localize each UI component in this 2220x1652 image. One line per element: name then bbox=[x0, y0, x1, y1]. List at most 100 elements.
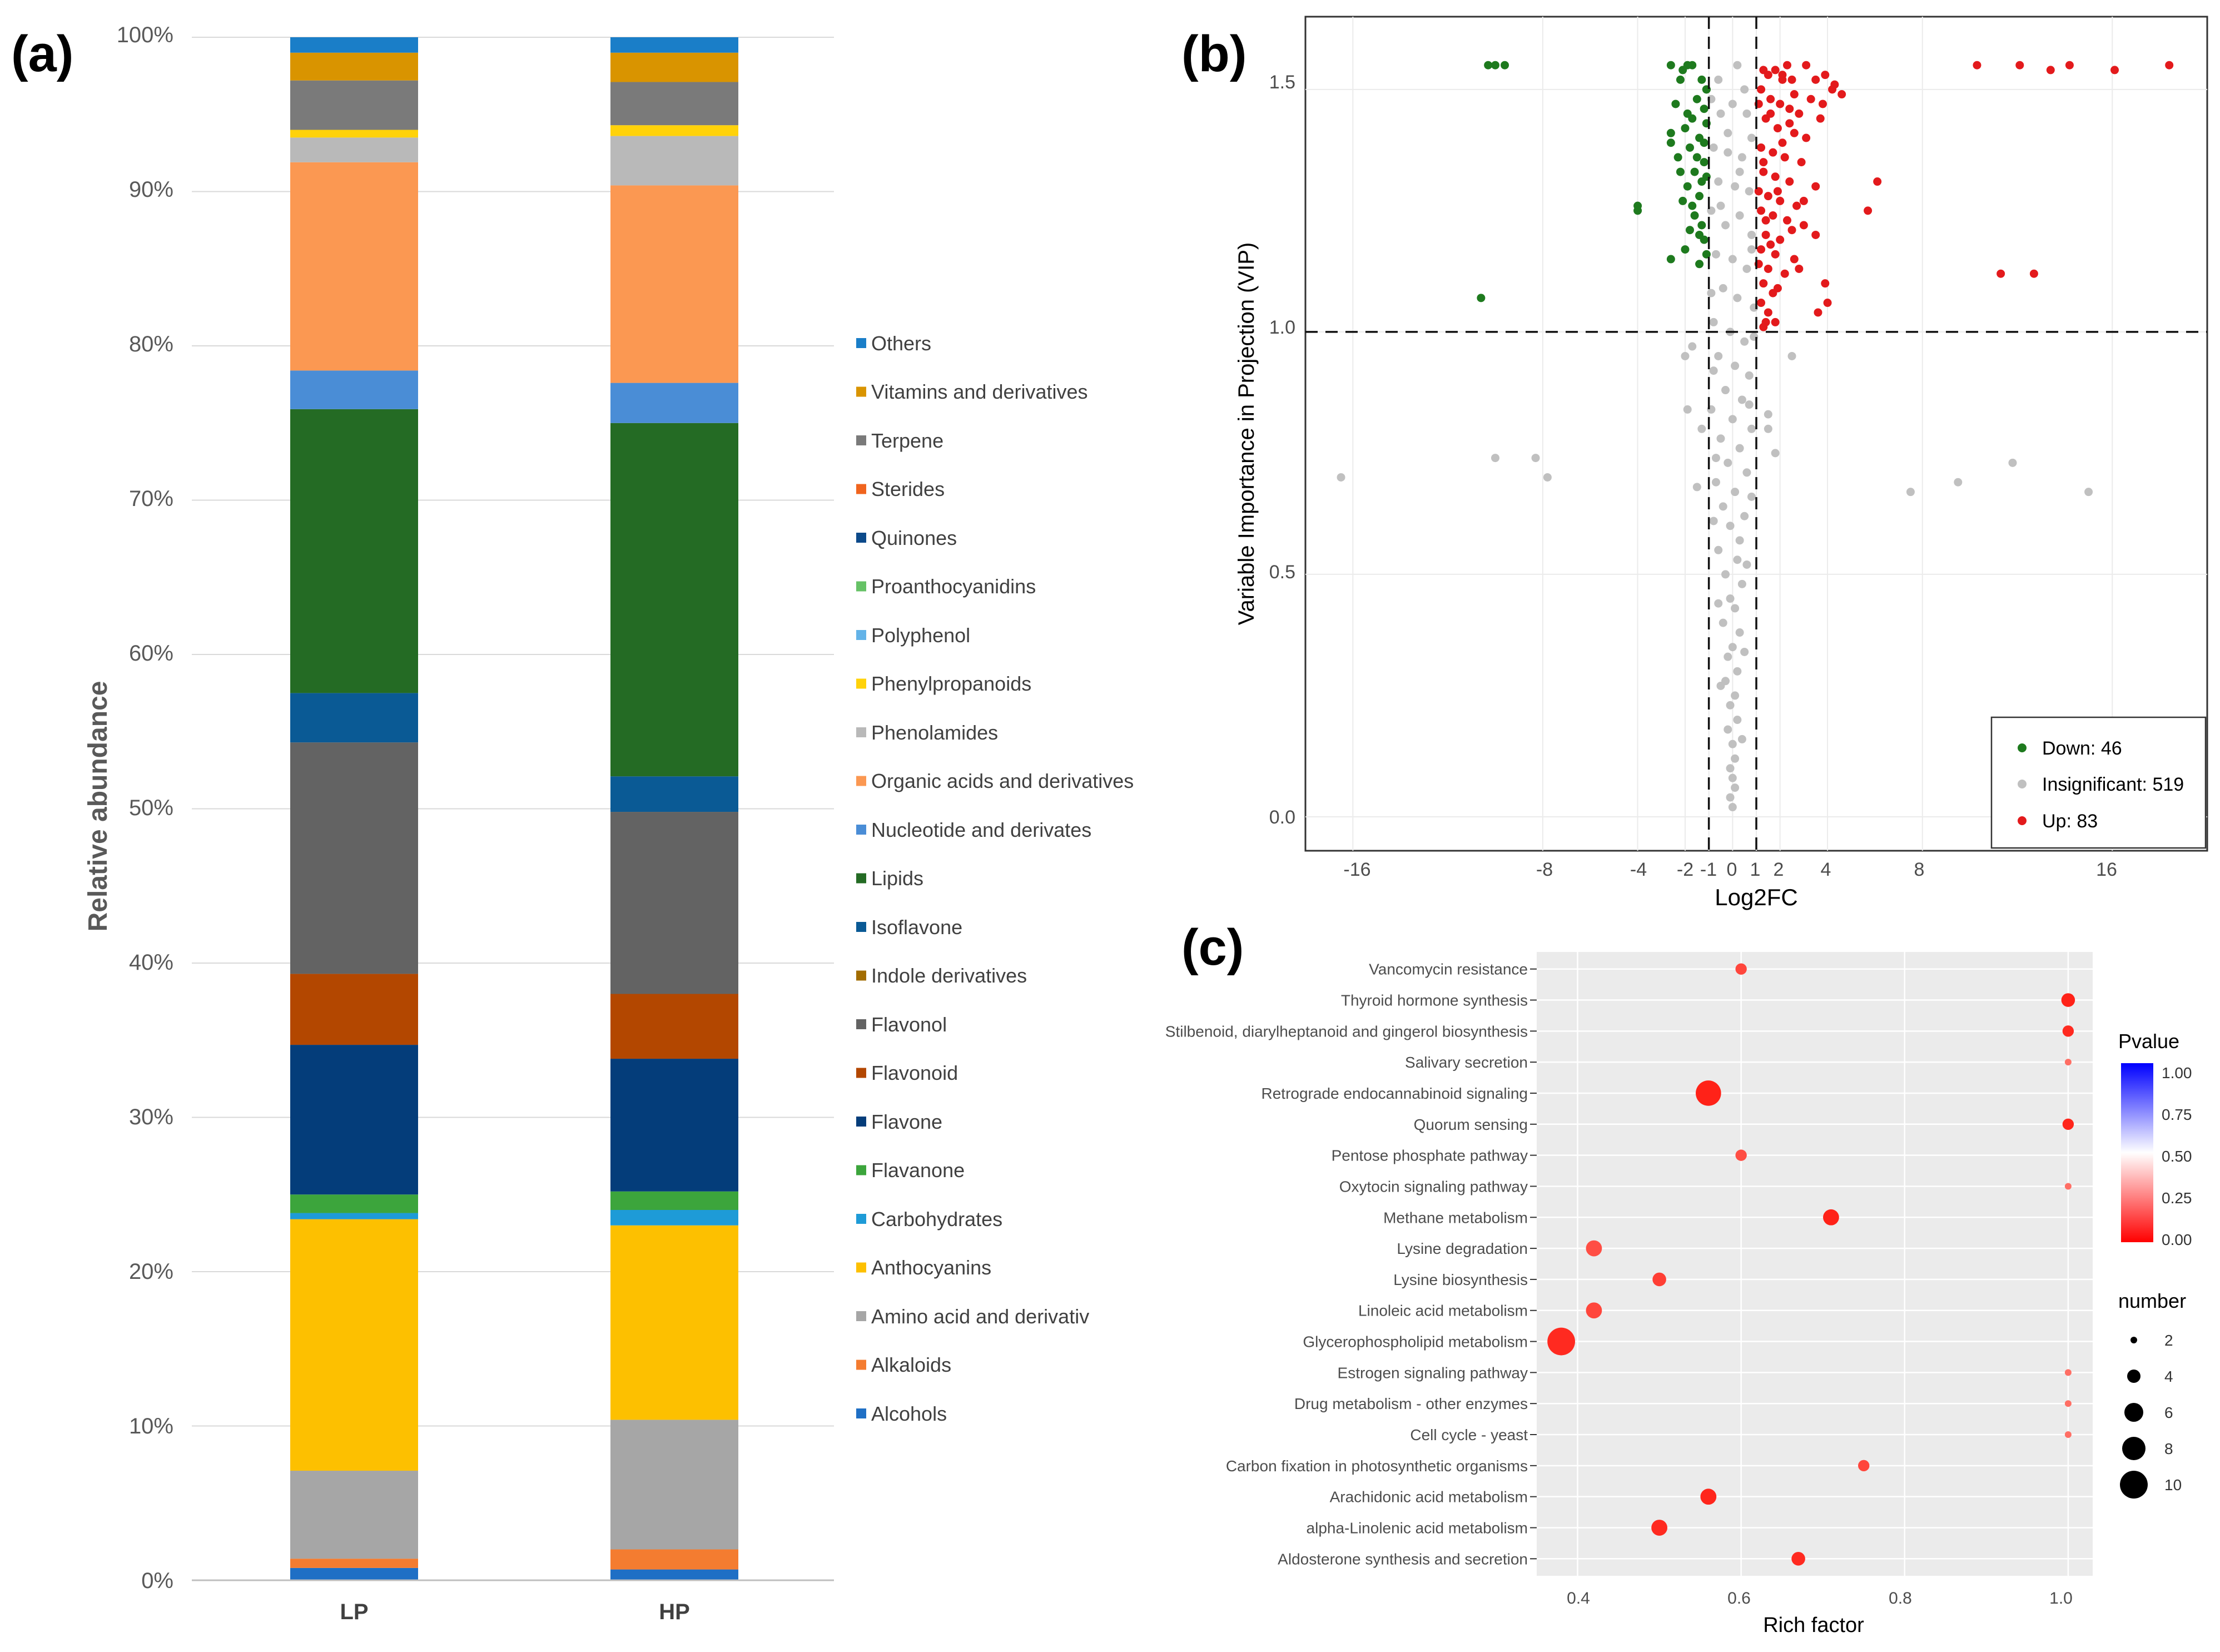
pathway-label: Quorum sensing bbox=[1414, 1116, 1528, 1133]
volcano-point-insignificant bbox=[1731, 783, 1740, 792]
volcano-point-down bbox=[1695, 192, 1704, 201]
volcano-point-down bbox=[1666, 128, 1675, 137]
pvalue-legend-title: Pvalue bbox=[2118, 1030, 2179, 1053]
bar-segment bbox=[610, 52, 738, 82]
panel-a-y-tick-label: 0% bbox=[141, 1569, 173, 1593]
volcano-point-insignificant bbox=[1745, 400, 1754, 409]
volcano-point-insignificant bbox=[1337, 473, 1345, 482]
volcano-point-insignificant bbox=[1733, 61, 1742, 70]
volcano-point-up bbox=[1764, 264, 1772, 273]
panel-c-x-tick-label: 0.8 bbox=[1889, 1589, 1912, 1608]
panel-b-x-axis-title: Log2FC bbox=[1715, 884, 1797, 910]
volcano-point-up bbox=[2065, 61, 2074, 70]
panel-b-y-tick-label: 0.0 bbox=[1269, 807, 1295, 828]
panel-a-y-tick-label: 80% bbox=[129, 332, 173, 356]
volcano-point-insignificant bbox=[1954, 478, 1963, 487]
volcano-point-up bbox=[1802, 133, 1811, 142]
volcano-point-insignificant bbox=[1716, 434, 1725, 443]
legend-label: Flavone bbox=[871, 1110, 942, 1133]
legend-swatch bbox=[856, 1408, 866, 1418]
volcano-point-up bbox=[1757, 143, 1766, 152]
volcano-point-insignificant bbox=[1731, 604, 1740, 613]
panel-a-y-tick-label: 100% bbox=[117, 23, 173, 47]
legend-label: Sterides bbox=[871, 478, 945, 500]
enrichment-bubble bbox=[2064, 1183, 2072, 1190]
panel-a-y-tick-label: 20% bbox=[129, 1259, 173, 1284]
number-legend-title: number bbox=[2118, 1289, 2186, 1312]
volcano-point-up bbox=[1780, 269, 1789, 278]
legend-label: Anthocyanins bbox=[871, 1256, 991, 1279]
number-legend-circle bbox=[2130, 1337, 2137, 1343]
volcano-point-up bbox=[1790, 128, 1799, 137]
volcano-point-insignificant bbox=[1728, 773, 1737, 782]
volcano-point-insignificant bbox=[1737, 579, 1746, 588]
bar-segment bbox=[290, 1194, 418, 1213]
panel-b-x-tick-labels: -16 -8 -4 -2 -1 0 1 2 4 8 16 bbox=[1343, 859, 2117, 880]
volcano-point-down bbox=[1697, 221, 1706, 230]
pathway-label: Vancomycin resistance bbox=[1369, 961, 1528, 978]
volcano-point-insignificant bbox=[1740, 647, 1749, 656]
volcano-point-up bbox=[1816, 114, 1825, 123]
number-legend-tick: 2 bbox=[2164, 1332, 2173, 1349]
legend-label: Vitamins and derivatives bbox=[871, 380, 1088, 403]
legend-marker-insignificant bbox=[2018, 780, 2027, 788]
enrichment-bubble bbox=[1858, 1460, 1870, 1472]
enrichment-bubble bbox=[1791, 1551, 1805, 1566]
bar-segment bbox=[290, 80, 418, 130]
volcano-point-down bbox=[1681, 245, 1690, 254]
volcano-point-insignificant bbox=[1764, 410, 1772, 419]
volcano-point-insignificant bbox=[1733, 667, 1742, 676]
volcano-point-up bbox=[1766, 109, 1775, 118]
legend-swatch bbox=[856, 533, 866, 543]
legend-label: Flavanone bbox=[871, 1159, 965, 1182]
volcano-point-up bbox=[1973, 61, 1981, 70]
bar-segment bbox=[610, 1210, 738, 1226]
legend-swatch bbox=[856, 1262, 866, 1273]
volcano-point-up bbox=[1771, 250, 1780, 259]
volcano-point-insignificant bbox=[1543, 473, 1552, 482]
legend-swatch bbox=[856, 1068, 866, 1078]
panel-label-c: (c) bbox=[1181, 919, 1244, 976]
panel-b-gridlines bbox=[1305, 17, 2207, 851]
legend-label: Phenylpropanoids bbox=[871, 672, 1031, 695]
volcano-point-insignificant bbox=[1726, 764, 1735, 773]
legend-swatch bbox=[856, 1165, 866, 1175]
volcano-point-insignificant bbox=[1735, 536, 1744, 545]
bar-segment bbox=[290, 1567, 418, 1580]
panel-label-a: (a) bbox=[11, 26, 73, 82]
volcano-point-up bbox=[1785, 177, 1794, 186]
panel-b-y-axis-title: Variable Importance in Projection (VIP) bbox=[1234, 242, 1259, 625]
panel-b-x-tick-label: 16 bbox=[2096, 859, 2117, 880]
volcano-point-up bbox=[1771, 172, 1780, 181]
volcano-point-up bbox=[1795, 109, 1804, 118]
volcano-point-up bbox=[1757, 85, 1766, 94]
bar-segment bbox=[290, 37, 418, 53]
volcano-point-up bbox=[1864, 206, 1873, 215]
volcano-point-up bbox=[1757, 206, 1766, 215]
volcano-point-insignificant bbox=[1707, 289, 1716, 297]
volcano-point-down bbox=[1697, 75, 1706, 84]
bar-segment bbox=[290, 1470, 418, 1559]
volcano-point-insignificant bbox=[1731, 488, 1740, 497]
volcano-point-down bbox=[1690, 167, 1699, 176]
volcano-point-insignificant bbox=[1733, 716, 1742, 725]
volcano-point-up bbox=[1837, 90, 1846, 99]
volcano-point-up bbox=[1757, 245, 1766, 254]
panel-c-bubbles bbox=[1547, 963, 2075, 1566]
volcano-point-down bbox=[1685, 226, 1694, 235]
legend-label: Indole derivatives bbox=[871, 964, 1027, 987]
volcano-point-insignificant bbox=[1721, 386, 1730, 395]
bar-segment bbox=[610, 1225, 738, 1420]
volcano-point-up bbox=[1764, 308, 1772, 317]
panel-a-category-label: HP bbox=[659, 1600, 690, 1624]
volcano-point-insignificant bbox=[1737, 735, 1746, 743]
volcano-point-insignificant bbox=[1737, 395, 1746, 404]
bar-segment bbox=[290, 409, 418, 693]
volcano-point-insignificant bbox=[1733, 294, 1742, 302]
volcano-point-insignificant bbox=[1771, 449, 1780, 458]
enrichment-bubble bbox=[1651, 1520, 1667, 1536]
panel-c-gridlines bbox=[1537, 952, 2093, 1576]
volcano-point-down bbox=[1477, 294, 1486, 302]
pathway-label: Estrogen signaling pathway bbox=[1338, 1364, 1528, 1381]
legend-label: Organic acids and derivatives bbox=[871, 770, 1134, 792]
